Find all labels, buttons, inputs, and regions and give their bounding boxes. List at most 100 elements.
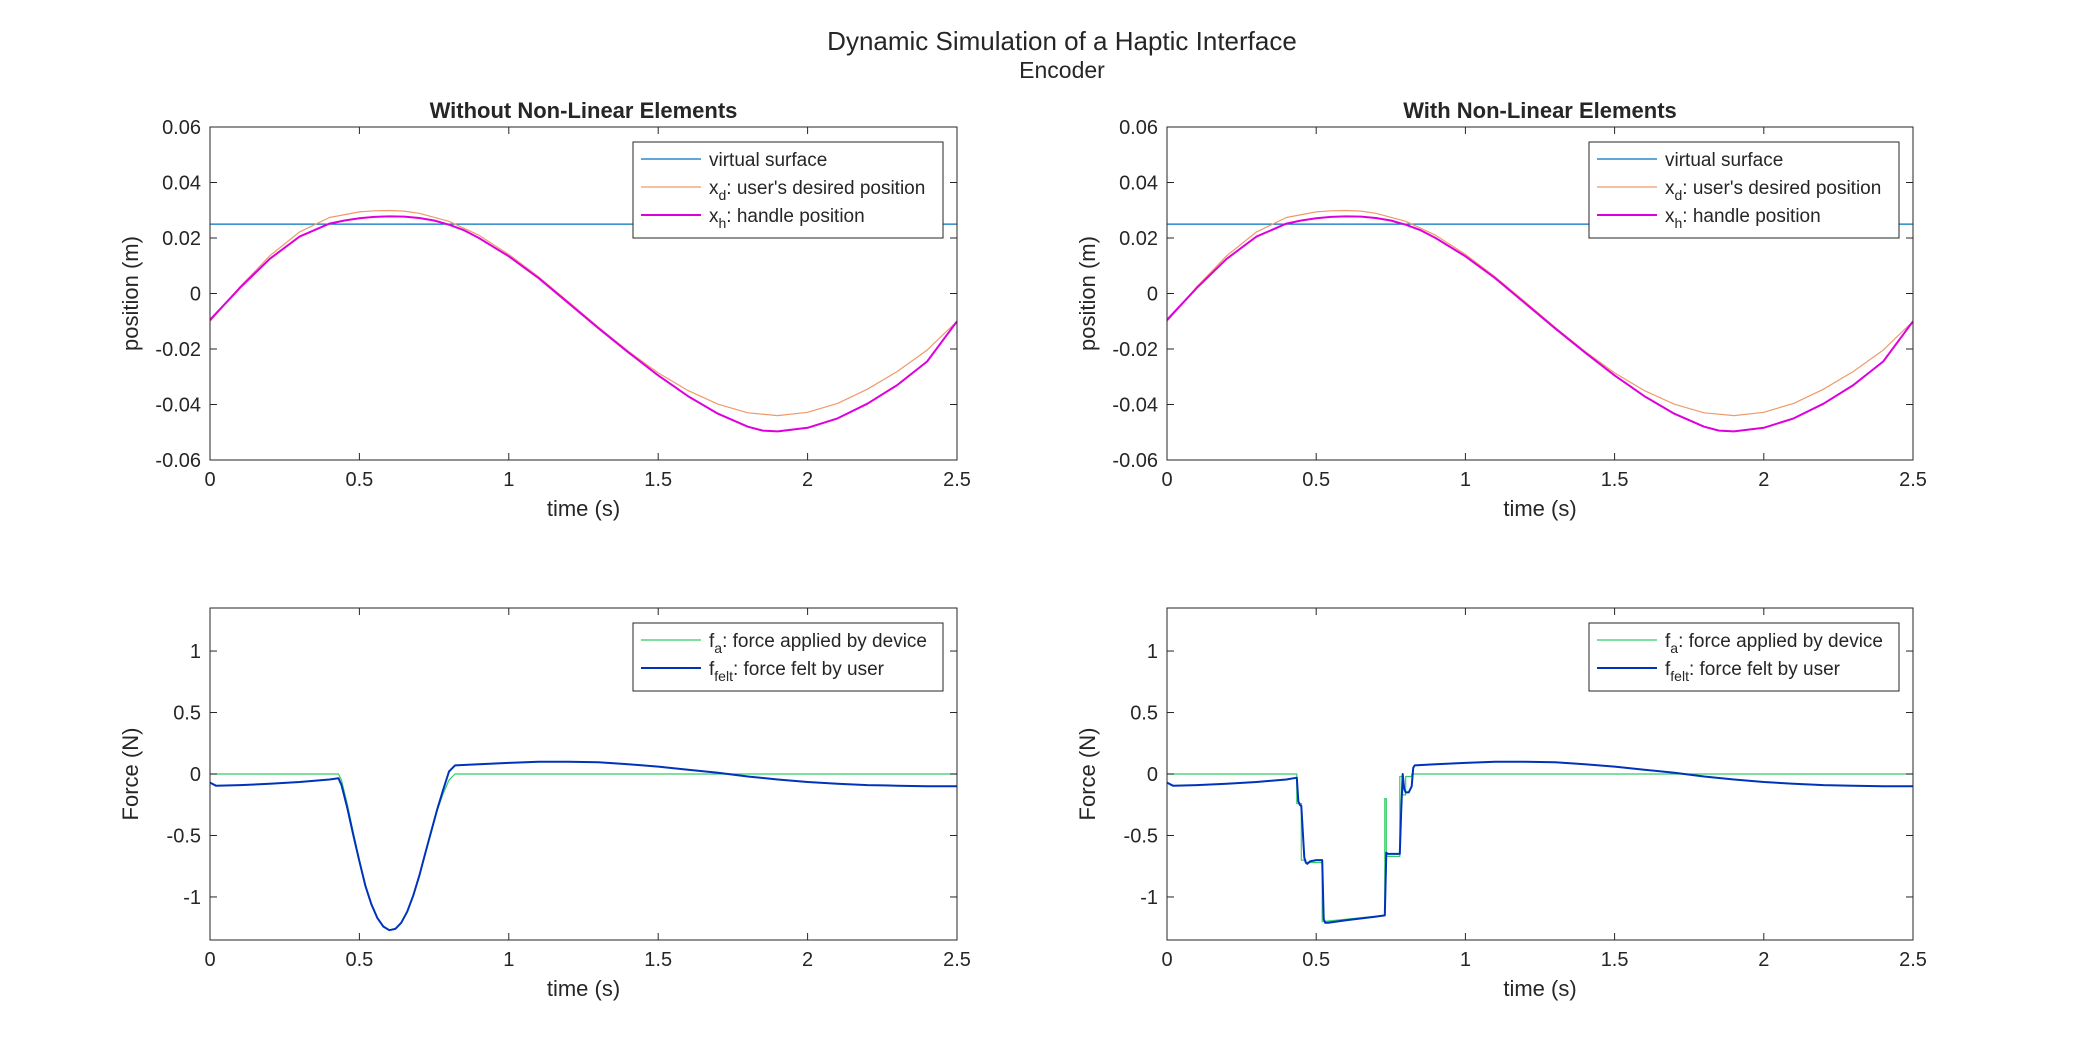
series-line-f-a	[1167, 773, 1913, 923]
legend-label-subscript: felt	[1670, 668, 1689, 684]
x-tick-label: 1	[503, 469, 514, 491]
legend-label-main: virtual surface	[709, 150, 827, 171]
x-tick-label: 1	[1460, 949, 1471, 971]
series-line-x-d	[210, 209, 957, 417]
y-axis-label: Force (N)	[1075, 728, 1100, 821]
legend-label-rest: : handle position	[1682, 206, 1820, 227]
legend-label-subscript: d	[1675, 187, 1683, 203]
x-tick-label: 2	[1758, 469, 1769, 491]
legend-label-subscript: a	[1670, 640, 1678, 656]
series-group	[1167, 760, 1913, 924]
legend-label: xd: user's desired position	[1665, 178, 1881, 203]
x-tick-label: 0.5	[345, 949, 373, 971]
x-axis-label: time (s)	[547, 496, 620, 521]
x-tick-label: 2.5	[1899, 469, 1927, 491]
legend-box	[632, 141, 944, 239]
legend-label: fa: force applied by device	[1665, 631, 1883, 656]
y-tick-label: -0.06	[155, 450, 201, 472]
y-tick-label: 0.02	[1119, 228, 1158, 250]
legend-label: ffelt: force felt by user	[1665, 659, 1841, 684]
y-tick-label: -0.02	[155, 339, 201, 361]
x-tick-label: 2.5	[943, 469, 971, 491]
x-axis-label: time (s)	[1503, 496, 1576, 521]
legend-label-rest: : force applied by device	[1678, 631, 1883, 652]
y-tick-label: -0.02	[1112, 339, 1158, 361]
legend: fa: force applied by device ffelt: force …	[632, 622, 944, 692]
y-tick-label: 0.04	[1119, 173, 1158, 195]
x-tick-label: 2.5	[1899, 949, 1927, 971]
y-tick-label: -0.04	[155, 395, 201, 417]
legend-label-rest: : force applied by device	[722, 631, 927, 652]
chart-position-with-nonlinear: 0 0.5 1 1.5 2 2.5 -0.06 -0.04 -0.02 0 0.02 0.04 0.06…	[1075, 98, 1927, 521]
legend-label: xh: handle position	[1665, 206, 1821, 231]
chart-title: With Non-Linear Elements	[1403, 98, 1677, 123]
y-tick-label: -0.5	[167, 825, 201, 847]
series-line-x-d	[1167, 209, 1913, 417]
x-tick-label: 1	[503, 949, 514, 971]
x-tick-label: 0.5	[1302, 469, 1330, 491]
chart-force-without-nonlinear: 0 0.5 1 1.5 2 2.5 -1 -0.5 0 0.5 1 time (s) Force (N)…	[118, 607, 971, 1001]
x-tick-label: 0	[204, 949, 215, 971]
legend-label-rest: : user's desired position	[1682, 178, 1881, 199]
x-tick-label: 2	[802, 949, 813, 971]
figure-title: Dynamic Simulation of a Haptic Interface	[827, 26, 1297, 56]
legend-label-main: x	[709, 206, 719, 227]
y-tick-label: 0	[190, 284, 201, 306]
x-tick-label: 1.5	[1601, 469, 1629, 491]
x-tick-label: 0	[204, 469, 215, 491]
series-group	[210, 760, 957, 932]
legend-label: fa: force applied by device	[709, 631, 927, 656]
x-axis-label: time (s)	[1503, 976, 1576, 1001]
legend: virtual surface xd: user's desired positi…	[1588, 141, 1900, 239]
legend-label-main: x	[1665, 206, 1675, 227]
legend-label: virtual surface	[709, 150, 827, 171]
legend-label-subscript: felt	[714, 668, 733, 684]
x-tick-label: 0	[1161, 949, 1172, 971]
y-tick-label: 1	[1147, 641, 1158, 663]
y-tick-label: -1	[1140, 887, 1158, 909]
chart-position-without-nonlinear: 0 0.5 1 1.5 2 2.5 -0.06 -0.04 -0.02 0 0.02 0.04 0.06…	[118, 98, 971, 521]
legend-label-rest: : force felt by user	[1689, 659, 1841, 680]
x-tick-label: 1.5	[644, 949, 672, 971]
y-tick-label: -1	[183, 887, 201, 909]
legend-label-subscript: h	[719, 215, 727, 231]
x-tick-label: 0.5	[345, 469, 373, 491]
legend-label-rest: : user's desired position	[726, 178, 925, 199]
legend-label: xh: handle position	[709, 206, 865, 231]
x-tick-label: 2.5	[943, 949, 971, 971]
y-tick-label: 0.06	[162, 117, 201, 139]
legend-label: virtual surface	[1665, 150, 1783, 171]
y-axis-label: position (m)	[1075, 236, 1100, 351]
legend-label-main: x	[709, 178, 719, 199]
legend-box	[1588, 141, 1900, 239]
legend-label-main: f	[1665, 659, 1671, 680]
legend-label-rest: : force felt by user	[733, 659, 885, 680]
legend-label-subscript: h	[1675, 215, 1683, 231]
legend-label-main: f	[1665, 631, 1671, 652]
legend-label: ffelt: force felt by user	[709, 659, 885, 684]
series-line-x-h	[1167, 215, 1913, 433]
legend-label-subscript: d	[719, 187, 727, 203]
legend-label-main: x	[1665, 178, 1675, 199]
y-tick-label: -0.5	[1124, 825, 1158, 847]
y-tick-label: 1	[190, 641, 201, 663]
y-axis-label: Force (N)	[118, 728, 143, 821]
y-tick-label: 0.06	[1119, 117, 1158, 139]
x-tick-label: 2	[1758, 949, 1769, 971]
y-tick-label: 0	[1147, 284, 1158, 306]
figure-subtitle: Encoder	[1019, 57, 1105, 83]
y-axis-label: position (m)	[118, 236, 143, 351]
x-axis-label: time (s)	[547, 976, 620, 1001]
y-tick-label: -0.04	[1112, 395, 1158, 417]
x-tick-label: 2	[802, 469, 813, 491]
chart-title: Without Non-Linear Elements	[430, 98, 738, 123]
y-tick-label: 0.02	[162, 228, 201, 250]
y-tick-label: 0	[1147, 764, 1158, 786]
legend: virtual surface xd: user's desired positi…	[632, 141, 944, 239]
series-line-x-h	[210, 215, 957, 433]
y-tick-label: 0.5	[173, 703, 201, 725]
legend-label: xd: user's desired position	[709, 178, 925, 203]
y-tick-label: 0	[190, 764, 201, 786]
